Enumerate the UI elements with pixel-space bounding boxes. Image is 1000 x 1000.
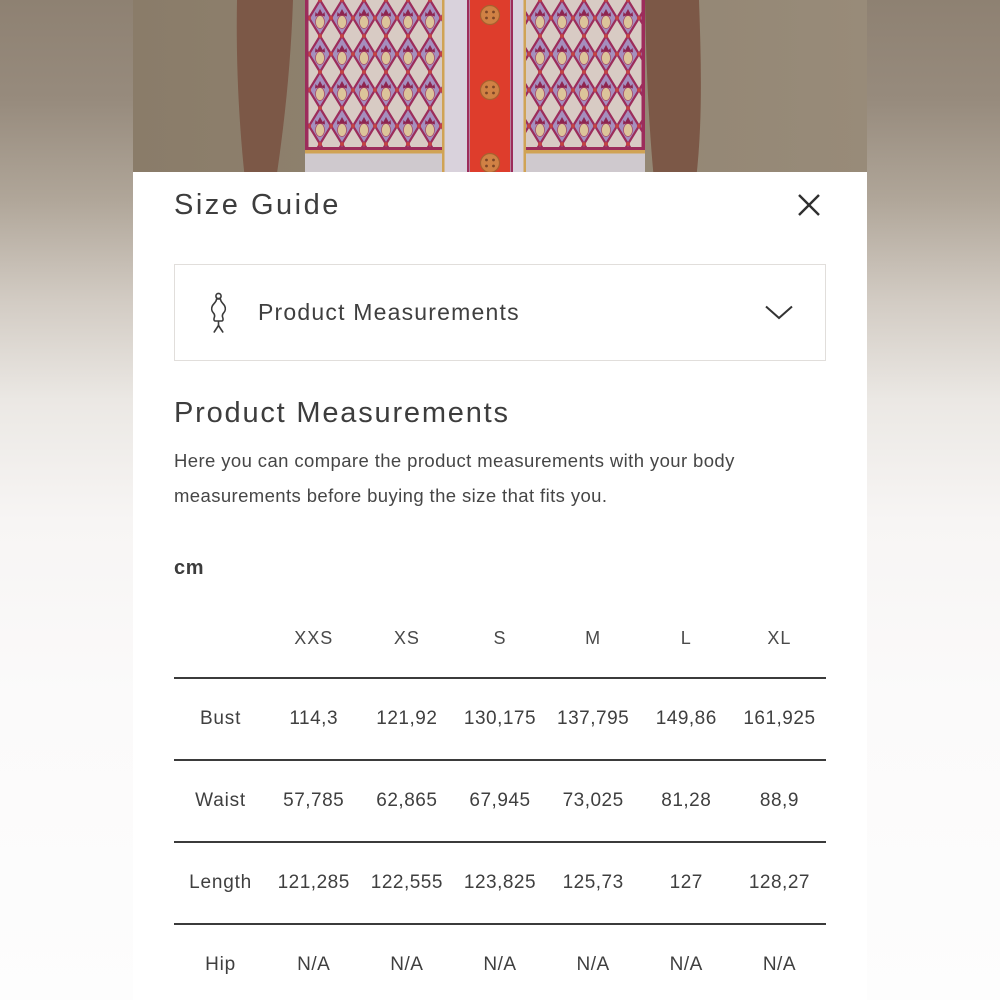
size-guide-title: Size Guide (174, 188, 341, 221)
table-cell: 161,925 (743, 708, 816, 729)
row-label: Bust (199, 708, 242, 729)
table-cell: N/A (297, 954, 331, 975)
table-cell: 127 (669, 872, 703, 893)
table-header-row: XXS XS S M L XL (174, 600, 826, 677)
size-guide-modal: Size Guide Product Measurements Product … (133, 172, 867, 1000)
accordion-label: Product Measurements (258, 299, 520, 325)
section-description: Here you can compare the product measure… (174, 450, 735, 506)
close-button[interactable] (792, 188, 826, 222)
table-cell: 57,785 (283, 790, 345, 811)
table-cell: 73,025 (562, 790, 624, 811)
table-cell: 67,945 (469, 790, 531, 811)
backdrop-right (867, 0, 1000, 1000)
column-header: XXS (294, 628, 334, 648)
table-cell: 130,175 (463, 708, 537, 729)
x-icon (798, 194, 820, 216)
product-photo (133, 0, 867, 180)
column-header: XL (767, 628, 792, 648)
table-cell: 125,73 (562, 872, 624, 893)
table-cell: 88,9 (759, 790, 799, 811)
table-row-length: Length 121,285 122,555 123,825 125,73 12… (174, 841, 826, 923)
table-cell: 123,825 (463, 872, 537, 893)
table-cell: 149,86 (655, 708, 717, 729)
row-label: Waist (195, 790, 246, 811)
column-header: S (493, 628, 507, 648)
table-cell: 121,92 (376, 708, 438, 729)
table-cell: 81,28 (661, 790, 712, 811)
product-photo-illustration (133, 0, 867, 180)
table-row-waist: Waist 57,785 62,865 67,945 73,025 81,28 … (174, 759, 826, 841)
product-measurements-accordion[interactable]: Product Measurements (174, 264, 826, 361)
table-cell: 128,27 (748, 872, 810, 893)
row-label: Hip (205, 954, 237, 975)
table-cell: N/A (762, 954, 797, 975)
measurements-table: XXS XS S M L XL Bust 114,3 121,92 130,17… (174, 600, 826, 1000)
backdrop-left (0, 0, 133, 1000)
column-header: XS (393, 628, 420, 648)
column-header: M (585, 628, 602, 648)
table-cell: 114,3 (289, 708, 339, 729)
modal-header: Size Guide (174, 184, 826, 226)
table-cell: N/A (669, 954, 703, 975)
section-heading: Product Measurements (174, 397, 510, 429)
unit-label: cm (174, 557, 205, 579)
table-row-hip: Hip N/A N/A N/A N/A N/A N/A (174, 923, 826, 1000)
chevron-down-icon (765, 305, 793, 320)
table-cell: 121,285 (277, 872, 350, 893)
mannequin-icon (210, 292, 227, 333)
table-cell: N/A (576, 954, 610, 975)
table-cell: N/A (390, 954, 424, 975)
table-cell: 137,795 (557, 708, 630, 729)
table-cell: N/A (483, 954, 517, 975)
table-cell: 122,555 (370, 872, 443, 893)
table-row-bust: Bust 114,3 121,92 130,175 137,795 149,86… (174, 677, 826, 759)
table-cell: 62,865 (376, 790, 438, 811)
row-label: Length (189, 872, 253, 893)
column-header: L (680, 628, 692, 648)
